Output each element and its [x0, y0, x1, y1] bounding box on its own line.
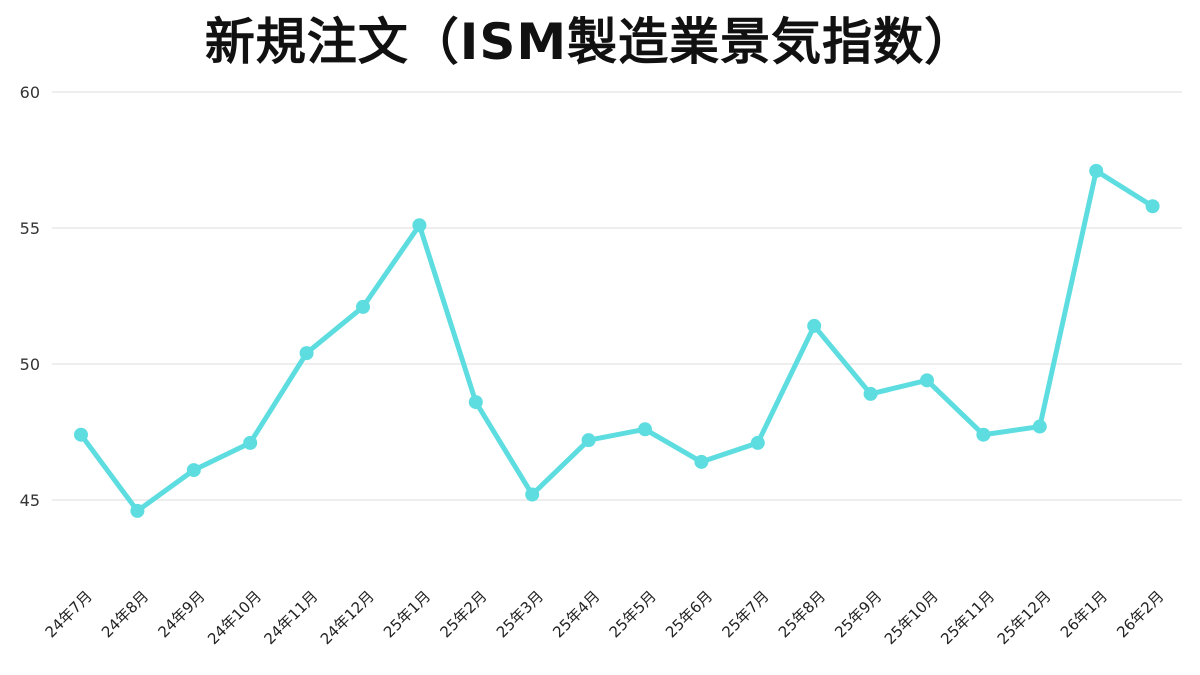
data-point — [186, 463, 201, 478]
x-tick-label: 25年6月 — [662, 587, 716, 641]
data-point — [525, 487, 540, 502]
y-axis-ticks: 45 50 55 60 — [20, 83, 40, 510]
x-tick-label: 25年2月 — [436, 587, 490, 641]
x-tick-label: 25年8月 — [775, 587, 829, 641]
x-tick-label: 25年9月 — [831, 587, 885, 641]
data-point — [468, 395, 483, 410]
data-point — [976, 427, 991, 442]
data-point — [299, 346, 314, 361]
data-point — [581, 433, 596, 448]
series-layer — [74, 163, 1160, 518]
x-tick-label: 24年12月 — [317, 587, 378, 648]
data-point — [1032, 419, 1047, 434]
x-tick-label: 25年3月 — [493, 587, 547, 641]
x-tick-label: 25年11月 — [937, 587, 998, 648]
data-point — [1145, 199, 1160, 214]
x-tick-label: 24年10月 — [204, 587, 265, 648]
data-point — [412, 218, 427, 233]
y-tick-label: 50 — [20, 355, 40, 374]
gridlines — [52, 91, 1182, 501]
data-point — [920, 373, 934, 388]
y-tick-label: 55 — [20, 219, 40, 238]
data-point — [863, 386, 878, 401]
x-tick-label: 24年9月 — [154, 587, 208, 641]
data-point — [807, 318, 822, 333]
data-point — [356, 299, 370, 314]
data-point — [243, 435, 258, 450]
x-tick-label: 25年4月 — [549, 587, 603, 641]
data-point — [750, 435, 765, 450]
x-tick-label: 25年7月 — [718, 587, 772, 641]
x-tick-label: 26年1月 — [1057, 587, 1111, 641]
data-point — [694, 454, 709, 469]
x-tick-label: 25年1月 — [380, 587, 434, 641]
x-tick-label: 25年12月 — [994, 587, 1055, 648]
x-tick-label: 26年2月 — [1113, 587, 1167, 641]
data-point — [130, 503, 145, 518]
series-line — [78, 168, 1156, 514]
data-point — [1089, 163, 1104, 178]
chart-title: 新規注文（ISM製造業景気指数） — [204, 13, 976, 71]
y-tick-label: 45 — [20, 491, 40, 510]
x-tick-label: 24年7月 — [42, 587, 96, 641]
x-tick-label: 25年5月 — [606, 587, 660, 641]
x-tick-label: 24年8月 — [98, 587, 152, 641]
x-tick-label: 25年10月 — [881, 587, 942, 648]
data-point — [74, 427, 88, 442]
x-tick-label: 24年11月 — [260, 587, 321, 648]
y-tick-label: 60 — [20, 83, 40, 102]
data-point — [638, 422, 652, 437]
